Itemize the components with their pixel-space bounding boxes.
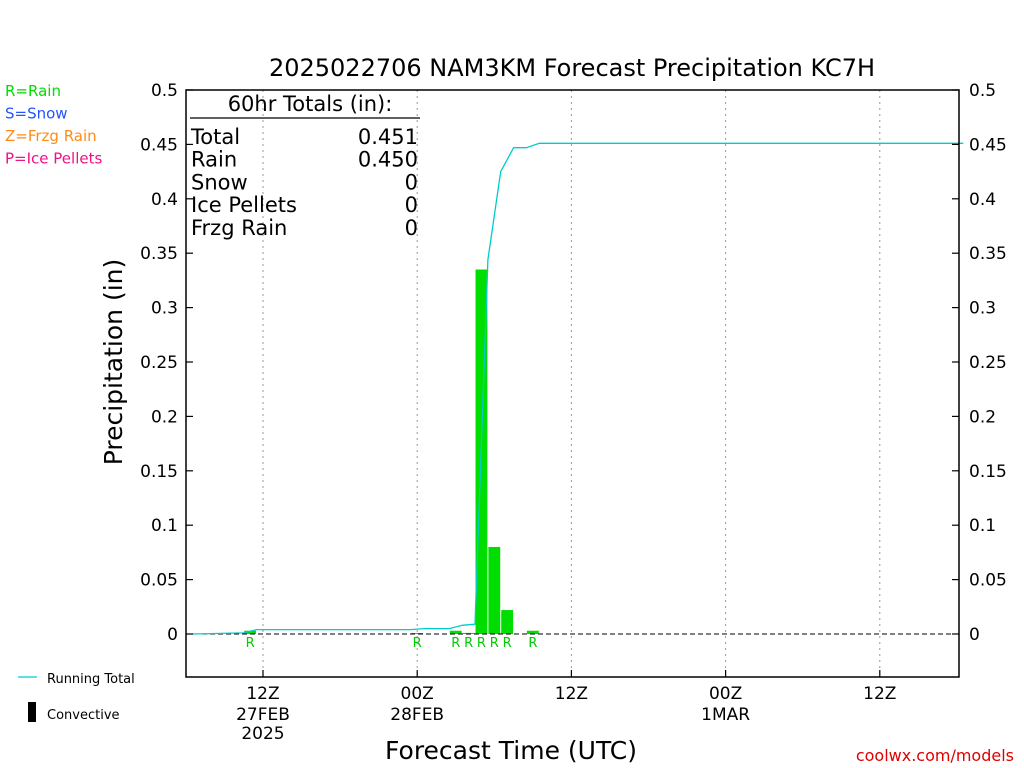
precip-type-legend-item: S=Snow	[5, 105, 68, 123]
totals-row-value: 0.451	[358, 125, 418, 149]
y-tick-label-right: 0.25	[969, 353, 1007, 373]
y-tick-label-right: 0.5	[969, 81, 996, 101]
y-tick-label: 0.1	[151, 516, 178, 536]
x-tick-date: 27FEB	[236, 705, 290, 725]
convective-legend-label: Convective	[47, 708, 120, 723]
y-tick-label: 0.25	[140, 353, 178, 373]
totals-row-label: Frzg Rain	[191, 216, 287, 240]
totals-row-label: Snow	[191, 170, 248, 194]
precip-type-legend-item: R=Rain	[5, 82, 61, 100]
plot-frame	[185, 89, 960, 678]
x-tick-label: 12Z	[863, 684, 896, 704]
totals-row-value: 0	[405, 193, 418, 217]
precip-bar	[244, 630, 257, 634]
precip-type-label: R	[246, 636, 255, 651]
precip-type-legend: R=Rain S=Snow Z=Frzg Rain P=Ice Pellets	[5, 82, 102, 168]
precip-bar	[488, 546, 501, 634]
y-tick-label-right: 0.4	[969, 190, 996, 210]
y-tick-label: 0.15	[140, 462, 178, 482]
x-tick-label: 12Z	[246, 684, 279, 704]
precip-bars	[244, 269, 539, 634]
x-tick-year: 2025	[241, 724, 284, 744]
totals-row-value: 0	[405, 170, 418, 194]
y-axis-right: 0 0.05 0.1 0.15 0.2 0.25 0.3 0.35 0.4 0.45 0.5	[952, 81, 1007, 645]
y-tick-label-right: 0.45	[969, 135, 1007, 155]
precip-type-label: R	[464, 636, 473, 651]
x-tick-label: 00Z	[709, 684, 742, 704]
y-tick-label: 0.3	[151, 299, 178, 319]
precip-type-label: R	[413, 636, 422, 651]
precip-type-label: R	[477, 636, 486, 651]
y-axis-label: Precipitation (in)	[99, 259, 128, 466]
totals-row-label: Rain	[191, 148, 237, 172]
y-tick-label-right: 0.15	[969, 462, 1007, 482]
y-tick-label: 0	[167, 625, 178, 645]
y-tick-label-right: 0.3	[969, 299, 996, 319]
x-tick-label: 00Z	[401, 684, 434, 704]
precip-bar	[449, 630, 462, 634]
chart-title: 2025022706 NAM3KM Forecast Precipitation…	[269, 54, 875, 82]
precip-type-label: R	[451, 636, 460, 651]
x-tick-date: 28FEB	[390, 705, 444, 725]
totals-row-value: 0	[405, 216, 418, 240]
precip-type-legend-item: Z=Frzg Rain	[5, 127, 97, 145]
convective-swatch	[28, 702, 36, 722]
y-tick-label: 0.05	[140, 571, 178, 591]
y-tick-label-right: 0.35	[969, 244, 1007, 264]
series-legend: Running Total Convective	[18, 672, 135, 723]
y-tick-label: 0.5	[151, 81, 178, 101]
precip-bar	[526, 630, 539, 634]
precip-bar	[411, 633, 424, 634]
precip-type-legend-item: P=Ice Pellets	[5, 150, 102, 168]
y-tick-label-right: 0.1	[969, 516, 996, 536]
precip-type-label: R	[528, 636, 537, 651]
y-tick-label-right: 0.2	[969, 407, 996, 427]
totals-box: 60hr Totals (in): Total 0.451 Rain 0.450 Snow…	[190, 92, 420, 240]
y-tick-label: 0.35	[140, 244, 178, 264]
y-axis-left: 0 0.05 0.1 0.15 0.2 0.25 0.3 0.35 0.4 0.45 0.5	[140, 81, 193, 645]
y-tick-label: 0.2	[151, 407, 178, 427]
precip-type-label: R	[503, 636, 512, 651]
precip-bar	[501, 610, 514, 634]
totals-row-value: 0.450	[358, 148, 418, 172]
y-tick-label: 0.45	[140, 135, 178, 155]
totals-row-label: Total	[190, 125, 240, 149]
credit-text: coolwx.com/models	[856, 746, 1014, 765]
totals-row-label: Ice Pellets	[191, 193, 297, 217]
x-axis-label: Forecast Time (UTC)	[385, 736, 637, 765]
totals-heading: 60hr Totals (in):	[228, 92, 393, 116]
grid-lines	[262, 90, 881, 677]
running-total-line	[192, 142, 964, 635]
y-tick-label: 0.4	[151, 190, 178, 210]
x-tick-date: 1MAR	[701, 705, 750, 725]
x-tick-label: 12Z	[555, 684, 588, 704]
precip-type-label: R	[490, 636, 499, 651]
precip-bar	[462, 632, 475, 634]
y-tick-label-right: 0.05	[969, 571, 1007, 591]
running-total-legend-label: Running Total	[47, 672, 135, 687]
y-tick-label-right: 0	[969, 625, 980, 645]
